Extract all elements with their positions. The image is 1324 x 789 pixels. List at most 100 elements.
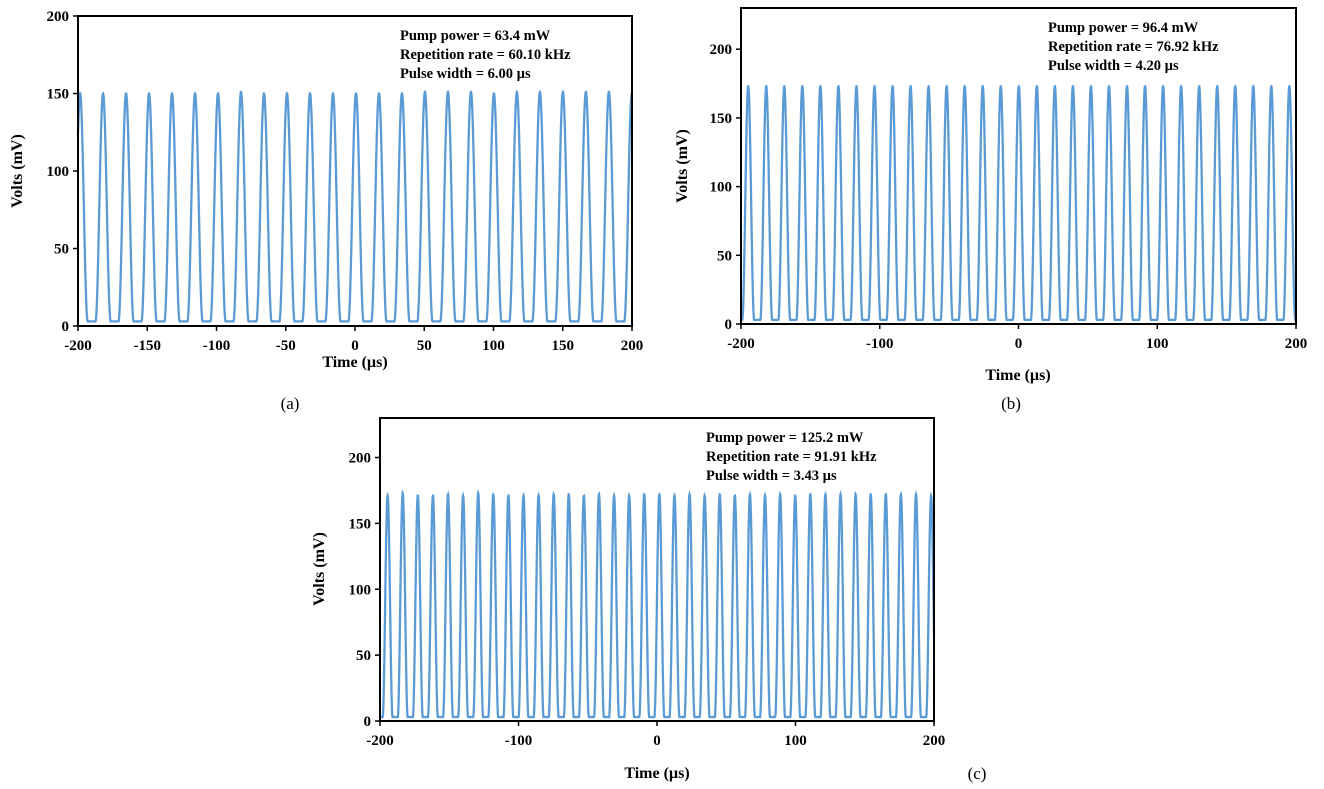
pulse-train-line — [76, 89, 633, 323]
y-tick-label: 200 — [47, 9, 70, 25]
chart-panel-c: 0 50 100 150 200 -200 -100 0 100 200 Time (µs) Volt… — [311, 417, 987, 783]
pulse-peak-point — [1126, 85, 1128, 87]
pulse-peak-point — [643, 493, 645, 495]
chart-panel-b: 0 50 100 150 200 -200 -100 0 100 200 Time (µs) Volt… — [674, 7, 1308, 413]
pulse-peak-point — [1018, 85, 1020, 87]
panel-label: (c) — [968, 764, 987, 783]
x-tick-label: -200 — [366, 733, 394, 749]
x-tick-label: 150 — [552, 338, 575, 354]
pulse-peak-point — [658, 493, 660, 495]
pulse-peak-point — [402, 492, 404, 494]
x-tick-label: 100 — [482, 338, 505, 354]
annotation-line: Pump power = 125.2 mW — [706, 430, 864, 446]
pulse-train-line — [380, 489, 936, 719]
pulse-peak-point — [332, 92, 334, 94]
pulse-peak-point — [900, 493, 902, 495]
pulse-peak-point — [1036, 85, 1038, 87]
x-tick-label: -100 — [505, 733, 533, 749]
pulse-peak-point — [839, 493, 841, 495]
x-tick-label: -150 — [134, 338, 162, 354]
pulse-peak-point — [824, 493, 826, 495]
pulse-peak-point — [447, 493, 449, 495]
y-tick-label: 150 — [710, 111, 733, 127]
pulse-peak-point — [583, 495, 585, 497]
pulse-peak-point — [79, 92, 81, 94]
pulse-peak-point — [873, 85, 875, 87]
pulse-peak-point — [1108, 85, 1110, 87]
pulse-peak-point — [927, 85, 929, 87]
x-tick-label: -50 — [276, 338, 296, 354]
x-tick-label: 200 — [923, 733, 946, 749]
pulse-peak-point — [734, 495, 736, 497]
pulse-peak-point — [432, 495, 434, 497]
pulse-peak-point — [1270, 85, 1272, 87]
pulse-peak-point — [462, 495, 464, 497]
pulse-peak-point — [783, 85, 785, 87]
pulse-peak-point — [401, 92, 403, 94]
pulse-peak-point — [765, 85, 767, 87]
pulse-peak-point — [568, 493, 570, 495]
pulse-peak-point — [819, 85, 821, 87]
x-tick-label: -100 — [203, 338, 231, 354]
pulse-peak-point — [801, 85, 803, 87]
pulse-peak-point — [747, 85, 749, 87]
pulse-peak-point — [522, 495, 524, 497]
chart-panel-a: 0 50 100 150 200 -200 -150 -100 -50 0 50 100 150 200 T… — [9, 9, 643, 413]
y-tick-label: 200 — [710, 42, 733, 58]
pulse-peak-point — [613, 495, 615, 497]
pulse-peak-point — [688, 493, 690, 495]
y-tick-label: 50 — [356, 648, 371, 664]
pulse-peak-point — [1288, 85, 1290, 87]
pulse-peak-point — [552, 493, 554, 495]
pulse-peak-point — [1162, 85, 1164, 87]
pulse-peak-point — [809, 493, 811, 495]
pulse-peak-point — [794, 495, 796, 497]
pulse-peak-point — [424, 91, 426, 93]
x-tick-label: 200 — [1285, 336, 1308, 352]
y-tick-label: 0 — [725, 317, 733, 333]
pulse-peak-point — [719, 493, 721, 495]
x-tick-label: 100 — [1146, 336, 1169, 352]
pulse-peak-point — [417, 495, 419, 497]
pulse-peak-point — [1054, 85, 1056, 87]
pulse-peak-point — [854, 493, 856, 495]
pulse-peak-point — [1072, 85, 1074, 87]
x-tick-label: 0 — [1015, 336, 1023, 352]
y-tick-label: 200 — [349, 451, 372, 467]
pulse-peak-point — [507, 495, 509, 497]
pulse-peak-point — [539, 91, 541, 93]
pulse-peak-point — [447, 91, 449, 93]
x-tick-label: 0 — [351, 338, 359, 354]
x-tick-label: 100 — [784, 733, 807, 749]
x-tick-label: -200 — [64, 338, 92, 354]
pulse-peak-point — [855, 85, 857, 87]
annotation-line: Repetition rate = 76.92 kHz — [1048, 39, 1219, 55]
x-tick-label: 50 — [417, 338, 432, 354]
pulse-peak-point — [1216, 85, 1218, 87]
y-axis-title: Volts (mV) — [674, 129, 691, 203]
pulse-peak-point — [537, 495, 539, 497]
pulse-peak-point — [982, 85, 984, 87]
pulse-peak-point — [125, 92, 127, 94]
annotation-line: Pump power = 96.4 mW — [1048, 20, 1199, 36]
pulse-train-line — [741, 84, 1297, 322]
x-axis-title: Time (µs) — [624, 765, 689, 782]
pulse-peak-point — [194, 92, 196, 94]
y-axis-title: Volts (mV) — [311, 532, 328, 606]
annotation-line: Pump power = 63.4 mW — [400, 28, 551, 44]
pulse-peak-point — [915, 493, 917, 495]
panel-label: (a) — [281, 394, 300, 413]
pulse-peak-point — [891, 85, 893, 87]
x-axis-title: Time (µs) — [985, 367, 1050, 384]
y-tick-label: 50 — [717, 248, 732, 264]
pulse-peak-point — [909, 85, 911, 87]
y-tick-label: 0 — [364, 714, 372, 730]
pulse-peak-point — [673, 495, 675, 497]
pulse-peak-point — [1198, 85, 1200, 87]
pulse-peak-point — [102, 92, 104, 94]
pulse-peak-point — [930, 495, 932, 497]
pulse-peak-point — [628, 495, 630, 497]
pulse-peak-point — [885, 493, 887, 495]
x-tick-label: -100 — [866, 336, 894, 352]
